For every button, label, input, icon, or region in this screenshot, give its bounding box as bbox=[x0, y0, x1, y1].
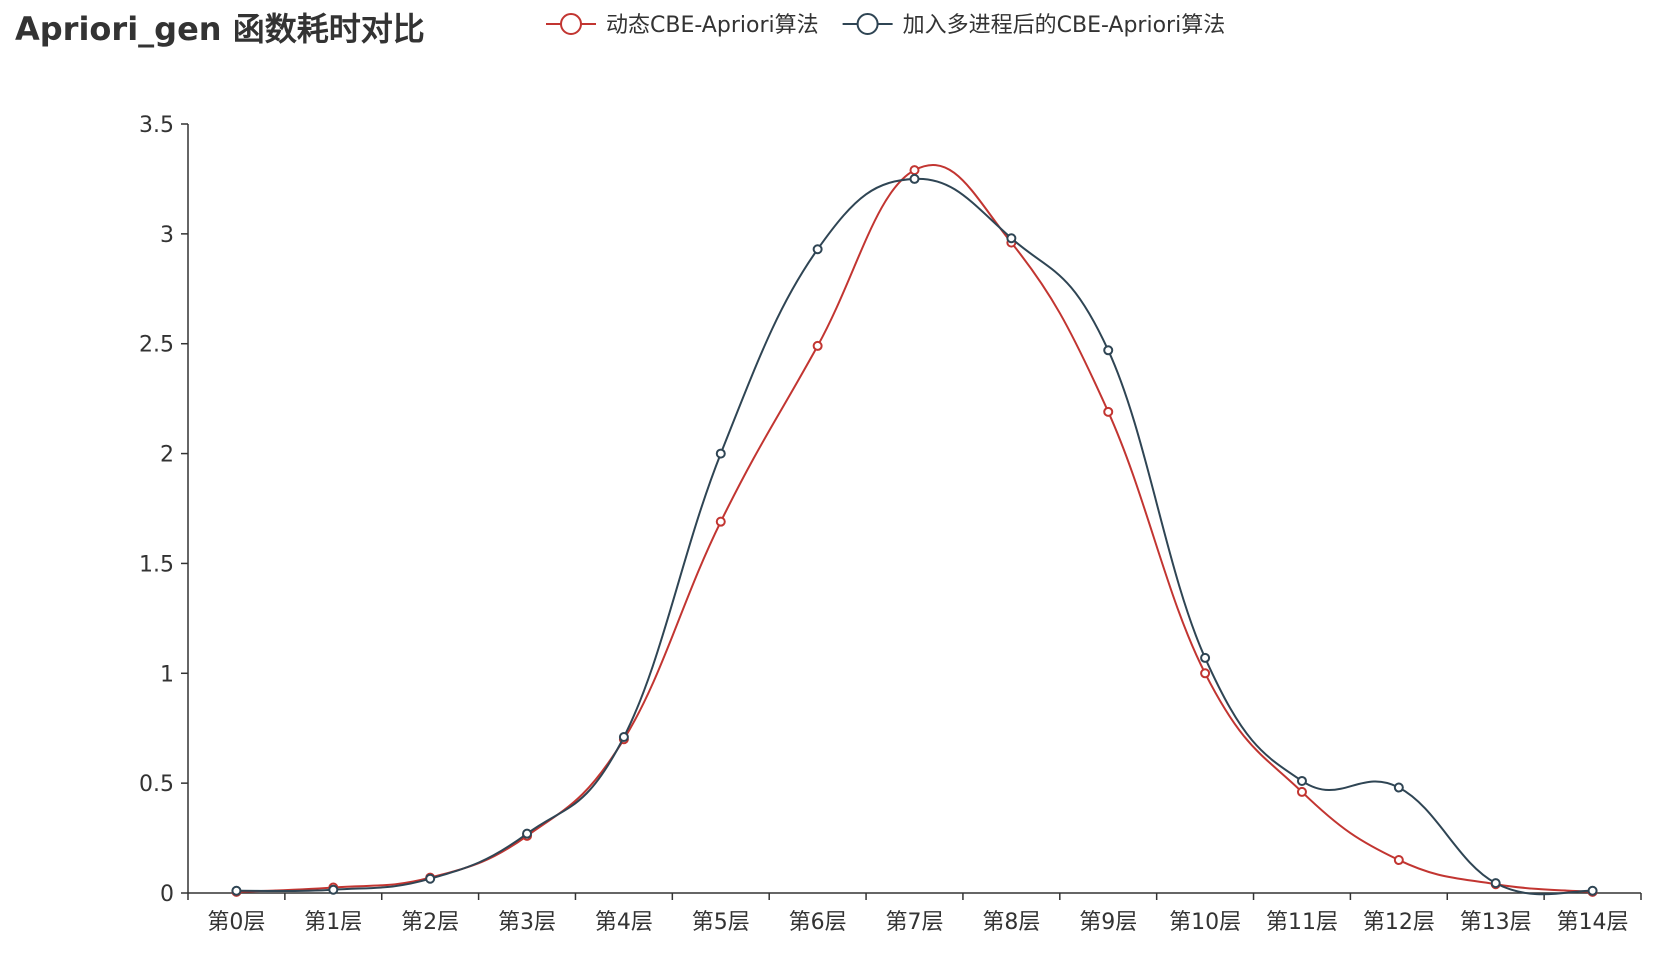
x-tick-label: 第13层 bbox=[1460, 910, 1532, 935]
legend-marker-icon bbox=[856, 13, 879, 35]
data-point bbox=[909, 165, 920, 176]
x-tick-label: 第11层 bbox=[1266, 910, 1338, 935]
data-point bbox=[812, 244, 823, 255]
series-group bbox=[231, 164, 1598, 897]
data-point bbox=[1296, 775, 1307, 786]
y-axis: 0 0.5 1 1.5 2 2.5 3 3.5 bbox=[139, 113, 189, 907]
series-line-1 bbox=[236, 177, 1593, 896]
data-point bbox=[1200, 668, 1211, 679]
data-point bbox=[1200, 652, 1211, 663]
y-tick-label: 2 bbox=[160, 443, 174, 468]
data-point bbox=[1006, 233, 1017, 244]
series-1 bbox=[231, 173, 1598, 896]
x-tick-label: 第7层 bbox=[886, 910, 944, 935]
data-point bbox=[1296, 786, 1307, 797]
y-tick-label: 0.5 bbox=[139, 772, 174, 797]
y-tick-label: 1.5 bbox=[139, 552, 174, 577]
x-axis: 第0层 第1层 第2层 第3层 第4层 第5层 第6层 第7层 第8层 第9层 第10层 第11层 第1… bbox=[187, 892, 1642, 935]
chart-title: Apriori_gen 函数耗时对比 bbox=[15, 10, 425, 48]
y-tick-label: 2.5 bbox=[139, 333, 174, 358]
y-tick-label: 1 bbox=[160, 662, 174, 687]
x-tick-label: 第6层 bbox=[789, 910, 847, 935]
series-0 bbox=[231, 164, 1598, 897]
data-point bbox=[1490, 878, 1501, 889]
legend-item-1[interactable]: 加入多进程后的CBE-Apriori算法 bbox=[842, 13, 1226, 38]
data-point bbox=[1103, 345, 1114, 356]
x-tick-label: 第12层 bbox=[1363, 910, 1435, 935]
data-point bbox=[909, 173, 920, 184]
x-tick-label: 第2层 bbox=[401, 910, 459, 935]
x-tick-label: 第1层 bbox=[304, 910, 362, 935]
data-point bbox=[231, 885, 242, 896]
legend-label: 动态CBE-Apriori算法 bbox=[606, 13, 819, 38]
y-tick-label: 3 bbox=[160, 223, 174, 248]
y-tick-label: 0 bbox=[160, 882, 174, 907]
data-point bbox=[618, 732, 629, 743]
x-tick-label: 第10层 bbox=[1169, 910, 1241, 935]
x-tick-label: 第4层 bbox=[595, 910, 653, 935]
data-point bbox=[812, 340, 823, 351]
data-point bbox=[1393, 855, 1404, 866]
data-point bbox=[522, 828, 533, 839]
x-tick-label: 第14层 bbox=[1557, 910, 1629, 935]
legend-marker-icon bbox=[560, 13, 582, 35]
x-tick-label: 第9层 bbox=[1079, 910, 1137, 935]
data-point bbox=[1393, 782, 1404, 793]
legend-label: 加入多进程后的CBE-Apriori算法 bbox=[903, 13, 1226, 38]
data-point bbox=[1103, 406, 1114, 417]
x-tick-label: 第8层 bbox=[982, 910, 1040, 935]
y-tick-label: 3.5 bbox=[139, 113, 174, 138]
legend-item-0[interactable]: 动态CBE-Apriori算法 bbox=[546, 13, 819, 38]
legend: 动态CBE-Apriori算法 加入多进程后的CBE-Apriori算法 bbox=[546, 13, 1225, 38]
data-point bbox=[328, 884, 339, 895]
x-tick-label: 第3层 bbox=[498, 910, 556, 935]
data-point bbox=[425, 873, 436, 884]
x-tick-label: 第0层 bbox=[207, 910, 265, 935]
data-point bbox=[1587, 885, 1598, 896]
data-point bbox=[715, 448, 726, 459]
data-point bbox=[715, 516, 726, 527]
x-tick-label: 第5层 bbox=[692, 910, 750, 935]
